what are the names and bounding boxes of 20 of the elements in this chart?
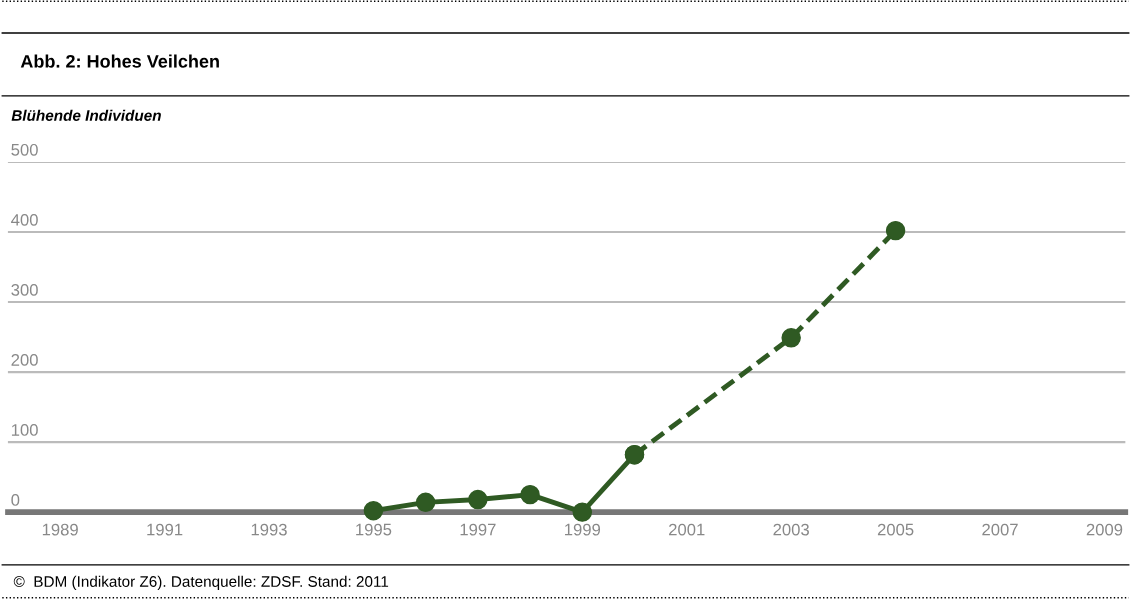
y-tick-label: 200 <box>11 354 38 366</box>
y-tick-label: 0 <box>11 494 20 506</box>
y-axis-title: Blühende Individuen <box>11 109 161 121</box>
chart-title: Abb. 2: Hohes Veilchen <box>20 54 219 68</box>
x-tick-label: 2001 <box>669 523 705 536</box>
x-tick-label: 2003 <box>773 523 809 536</box>
x-tick-label: 1989 <box>42 523 78 536</box>
x-tick-label: 1991 <box>147 523 183 536</box>
x-tick-label: 1997 <box>460 523 496 536</box>
text: © BDM (Indikator Z6). Datenquelle: ZDSF. Stand: 2011 <box>13 575 389 590</box>
x-tick-label: 1993 <box>251 523 287 536</box>
y-tick-label: 500 <box>11 143 38 156</box>
y-tick-label: 300 <box>11 283 38 296</box>
x-tick-label: 2005 <box>877 523 914 536</box>
x-tick-label: 2007 <box>982 523 1018 536</box>
y-tick-label: 100 <box>11 424 38 436</box>
x-tick-label: 1995 <box>356 523 392 536</box>
y-tick-label: 400 <box>11 213 38 226</box>
x-tick-label: 1999 <box>565 523 601 536</box>
x-tick-label: 2009 <box>1086 523 1123 536</box>
